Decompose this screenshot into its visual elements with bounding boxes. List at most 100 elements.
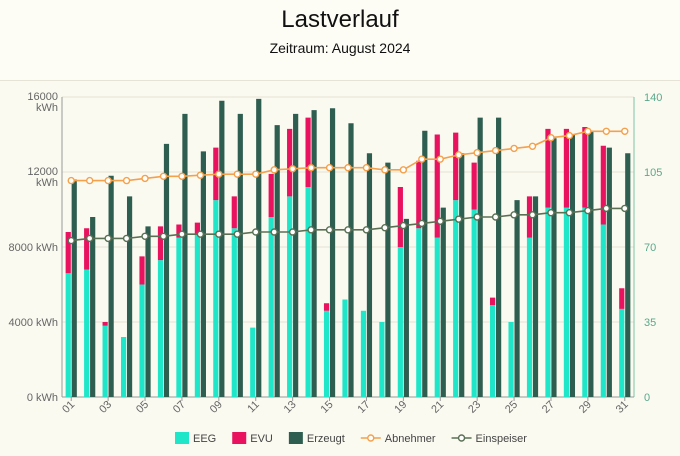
x-tick-label: 25 xyxy=(503,399,520,416)
point-abnehmer xyxy=(159,172,168,180)
point-einspeiser xyxy=(399,221,408,230)
x-tick-label: 05 xyxy=(134,399,151,416)
bar-evu xyxy=(194,222,200,234)
bar-erzeugt xyxy=(385,162,391,397)
x-tick-label: 03 xyxy=(97,399,114,416)
bar-erzeugt xyxy=(182,113,188,397)
bar-evu xyxy=(600,145,606,225)
point-abnehmer xyxy=(584,127,592,135)
point-abnehmer xyxy=(270,166,278,174)
bar-eeg xyxy=(250,327,256,397)
bar-erzeugt xyxy=(256,98,262,397)
bar-erzeugt xyxy=(311,110,317,397)
chart-header: Lastverlauf Zeitraum: August 2024 xyxy=(0,0,680,81)
bar-eeg xyxy=(139,284,145,397)
bar-evu xyxy=(416,160,422,229)
bar-evu xyxy=(268,173,274,217)
point-abnehmer xyxy=(418,155,426,163)
point-einspeiser xyxy=(584,206,592,215)
x-tick-label: 17 xyxy=(355,399,372,416)
point-abnehmer xyxy=(307,164,315,172)
bar-erzeugt xyxy=(126,196,133,397)
point-abnehmer xyxy=(473,149,481,157)
bar-erzeugt xyxy=(293,113,299,397)
point-abnehmer xyxy=(547,134,555,142)
bar-erzeugt xyxy=(237,113,243,397)
bar-evu xyxy=(471,162,477,210)
bar-erzeugt xyxy=(219,100,225,397)
bar-erzeugt xyxy=(90,217,96,397)
point-einspeiser xyxy=(288,228,297,236)
point-abnehmer xyxy=(288,165,297,173)
bar-evu xyxy=(563,128,570,208)
bar-erzeugt xyxy=(606,147,612,397)
bar-evu xyxy=(231,196,237,229)
bar-eeg xyxy=(287,196,293,397)
bar-eeg xyxy=(582,207,588,397)
legend-marker-abnehmer xyxy=(367,434,375,442)
point-einspeiser xyxy=(455,215,463,223)
point-einspeiser xyxy=(85,234,94,243)
y-tick-label: 12000 xyxy=(27,166,58,178)
bar-eeg xyxy=(379,322,385,397)
bar-eeg xyxy=(490,305,496,397)
x-tick-label: 21 xyxy=(429,399,446,416)
bar-eeg xyxy=(526,237,533,397)
bar-eeg xyxy=(508,322,514,397)
bar-eeg xyxy=(194,233,200,397)
point-einspeiser xyxy=(436,217,444,225)
bar-erzeugt xyxy=(422,130,428,397)
x-tick-label: 23 xyxy=(466,399,483,416)
point-einspeiser xyxy=(381,224,389,232)
bar-erzeugt xyxy=(588,130,594,397)
point-einspeiser xyxy=(491,213,500,221)
point-abnehmer xyxy=(233,170,241,178)
bar-eeg xyxy=(619,308,625,397)
point-einspeiser xyxy=(233,230,241,238)
bar-evu xyxy=(490,297,496,306)
bar-evu xyxy=(545,128,551,208)
bar-erzeugt xyxy=(625,153,631,397)
point-abnehmer xyxy=(344,164,352,172)
point-einspeiser xyxy=(473,213,481,221)
x-tick-label: 01 xyxy=(60,399,77,416)
chart-title: Lastverlauf xyxy=(281,6,399,33)
bar-erzeugt xyxy=(403,218,409,397)
point-einspeiser xyxy=(196,230,205,238)
bar-eeg xyxy=(305,187,311,397)
bar-evu xyxy=(65,232,71,274)
legend-swatch-evu xyxy=(232,432,247,444)
point-einspeiser xyxy=(159,232,168,240)
bar-evu xyxy=(582,127,588,208)
bar-erzeugt xyxy=(440,207,446,397)
bar-erzeugt xyxy=(514,200,520,397)
bar-erzeugt xyxy=(348,123,354,397)
point-einspeiser xyxy=(141,232,149,240)
point-einspeiser xyxy=(547,209,555,217)
point-abnehmer xyxy=(178,172,186,180)
point-abnehmer xyxy=(85,176,94,185)
point-abnehmer xyxy=(362,164,371,172)
bar-evu xyxy=(139,256,145,285)
bar-evu xyxy=(102,322,108,326)
point-abnehmer xyxy=(621,127,629,135)
bar-eeg xyxy=(545,207,551,397)
bar-eeg xyxy=(600,224,606,397)
point-abnehmer xyxy=(215,170,223,178)
point-einspeiser xyxy=(270,228,278,236)
point-abnehmer xyxy=(399,166,408,174)
point-einspeiser xyxy=(178,230,186,238)
bar-eeg xyxy=(84,269,90,397)
bar-eeg xyxy=(157,260,164,397)
bar-eeg xyxy=(102,325,108,397)
legend-label-einspeiser: Einspeiser xyxy=(476,433,528,445)
x-tick-label: 09 xyxy=(208,399,225,416)
point-einspeiser xyxy=(104,234,112,243)
point-abnehmer xyxy=(122,176,131,185)
y2-tick-label: 0 xyxy=(644,392,650,404)
bar-erzeugt xyxy=(200,151,206,397)
point-abnehmer xyxy=(436,155,444,163)
bar-eeg xyxy=(176,237,182,397)
bar-evu xyxy=(619,288,625,309)
